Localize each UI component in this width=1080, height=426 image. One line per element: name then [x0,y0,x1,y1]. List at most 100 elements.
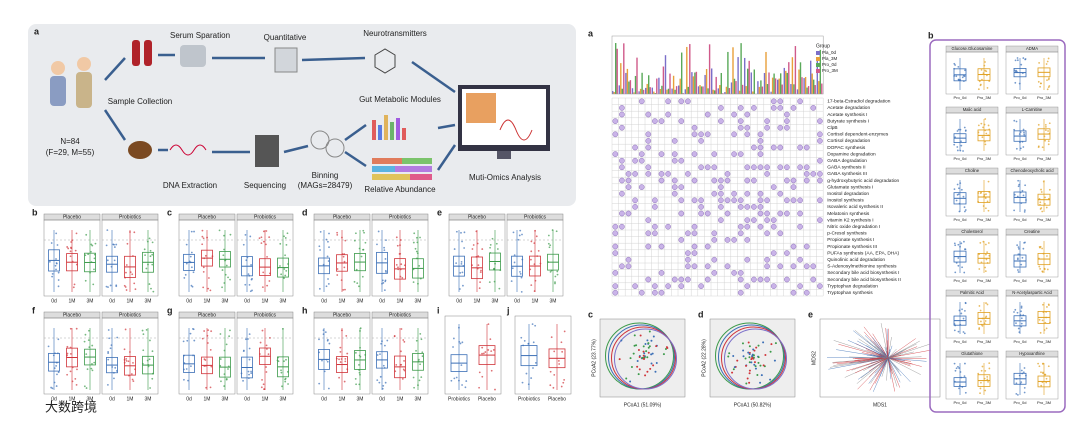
dot [459,342,462,345]
cell-mark [777,230,784,237]
x-tick-label: Pro_0d [954,278,967,283]
dot [1045,311,1048,313]
dot [1019,191,1022,194]
cell-mark [784,197,790,204]
dot [529,268,532,271]
bar [633,92,635,94]
bar [661,85,663,94]
dot [489,338,492,341]
dot [105,285,108,288]
dot [69,250,72,253]
dot [520,336,523,339]
dot [1039,331,1042,334]
dot [343,380,346,383]
dot [1025,199,1027,201]
dot [358,383,361,386]
dot [521,381,524,384]
x-tick-label: 0d [244,298,250,304]
cell-mark [744,177,751,184]
dot [286,232,289,235]
x-tick-label: Pro_0d [1014,339,1027,344]
dot [93,253,96,256]
dot [1040,191,1043,193]
dot [1022,247,1025,250]
dot [246,256,249,259]
dot [267,353,270,356]
cell-mark [784,276,790,283]
dot [319,230,322,233]
cell-mark [619,223,625,230]
dot [280,273,283,276]
dot [184,273,187,276]
dot [269,272,271,275]
dot [455,230,458,233]
cell-mark [645,144,652,151]
dot [979,83,982,86]
dot [1039,82,1042,85]
dot [1038,318,1041,321]
panel-letter: e [437,207,442,217]
dot [192,328,195,331]
bar [621,88,623,94]
bar [648,75,650,94]
dot [48,260,51,263]
x-tick-label: 1M [69,298,76,304]
dot [190,266,193,269]
x-tick-label: 3M [550,298,557,304]
dot [750,358,753,361]
link [869,357,889,377]
dot [756,373,759,376]
dot [364,353,367,356]
dot [985,132,988,135]
dot [108,337,111,340]
module-label: Tryptophan degradation [827,283,878,289]
dot [513,261,516,264]
link [855,357,889,374]
cell-mark [711,151,718,157]
dot [55,365,58,367]
dot [1023,391,1026,394]
bar [719,85,721,94]
dot [148,358,151,361]
panel-letter: b [32,207,38,217]
dot [262,230,265,233]
dot [91,244,94,247]
label: Binning [312,171,339,180]
dot [183,362,186,364]
bar [662,66,665,94]
dot [981,136,984,139]
link [887,357,911,367]
cell-mark [645,230,652,237]
panel-letter: j [506,305,510,315]
dot [192,271,195,274]
bar [634,75,637,94]
cell-mark [612,118,619,124]
cell-mark [757,164,764,171]
dot [227,368,229,370]
cell-mark [803,171,810,177]
dot [1047,365,1050,368]
cell-mark [612,243,619,250]
x-axis-label: MDS1 [873,402,887,408]
cell-mark [770,184,777,190]
cell-mark [757,276,764,283]
dot [260,236,263,239]
cell-mark [698,210,704,217]
cell-mark [612,230,619,237]
plot-area [945,112,999,156]
dot [86,368,89,371]
plot-area [101,219,159,297]
dot [203,365,206,367]
cell-mark [612,283,619,289]
strip-label: ADMA [1026,46,1038,51]
x-tick-label: 1M [204,396,211,402]
dot [133,231,136,234]
dot [1045,63,1048,65]
dot [1015,147,1018,150]
abundance-icon [372,158,432,180]
dot [395,236,398,239]
dot [1025,374,1027,377]
dot [354,351,357,354]
dot [151,372,154,375]
dot [383,246,386,249]
